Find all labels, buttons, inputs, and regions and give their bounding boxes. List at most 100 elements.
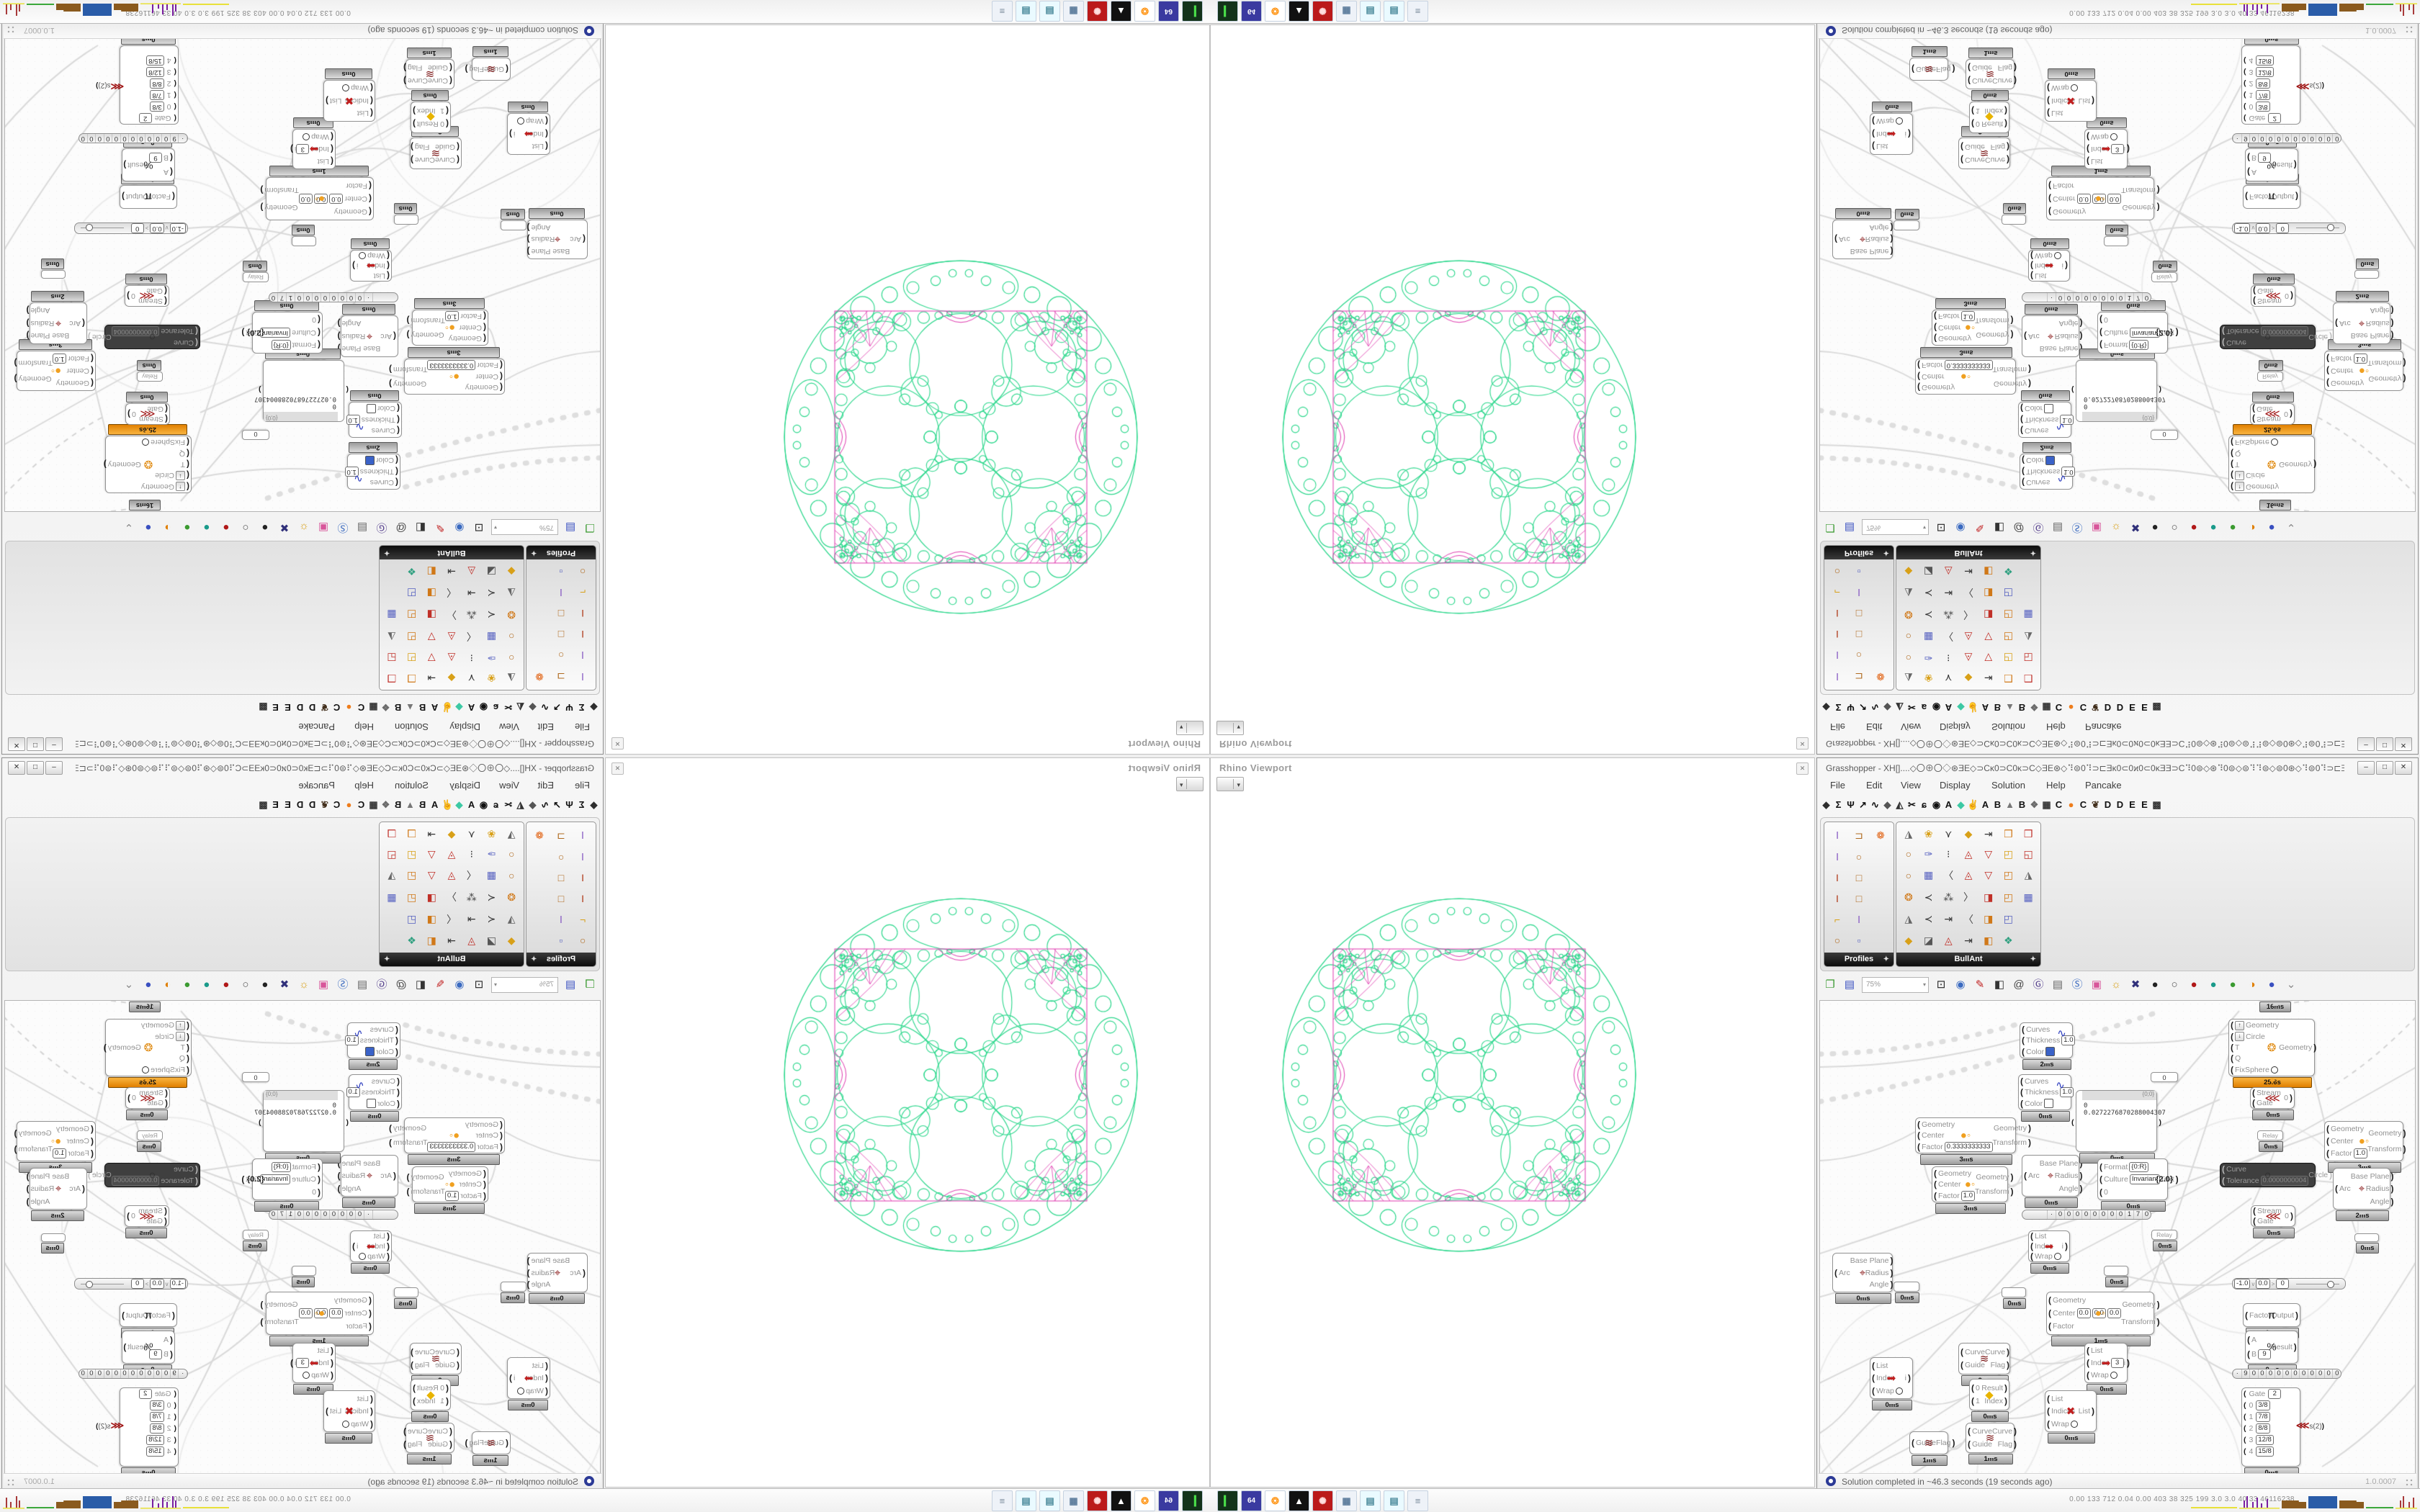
galapagos-icon[interactable]: ✖ xyxy=(279,978,290,991)
tab-icon[interactable]: Ψ xyxy=(1847,799,1855,810)
close-button[interactable]: ✕ xyxy=(8,737,25,751)
palette-component-icon[interactable]: ◨ xyxy=(426,891,436,903)
palette-component-icon[interactable] xyxy=(529,645,550,666)
palette-component-icon[interactable]: ⊐ xyxy=(557,829,565,841)
palette-component-icon[interactable]: □ xyxy=(1855,608,1863,620)
tab-icon[interactable]: ◆ xyxy=(590,702,598,713)
tab-icon[interactable]: ◆ xyxy=(529,702,537,713)
notepad2-icon[interactable]: ▤ xyxy=(1384,1490,1404,1511)
node-canvas[interactable]: CurvesThickness1.0Color∿2msCurvesThickne… xyxy=(4,35,601,512)
system-device-icon[interactable]: ▎ xyxy=(1182,1,1203,22)
palette-component-icon[interactable]: ○ xyxy=(1905,848,1912,860)
palette-component-icon[interactable]: 〉 xyxy=(447,608,457,621)
tab-icon[interactable]: ɕ xyxy=(1921,702,1927,713)
preview-eye-icon[interactable]: ◉ xyxy=(1955,521,1966,534)
palette-component-icon[interactable]: ◱ xyxy=(387,847,397,860)
palette-component-icon[interactable]: ❒ xyxy=(407,828,416,840)
ball-blue-icon[interactable]: ● xyxy=(145,978,152,991)
palette-component-icon[interactable]: ≺ xyxy=(487,891,496,903)
palette-component-icon[interactable]: ◰ xyxy=(2003,631,2014,643)
palette-component-icon[interactable]: ◰ xyxy=(2003,587,2014,599)
tab-icon[interactable]: D xyxy=(2116,702,2124,713)
palette-component-icon[interactable]: ❀ xyxy=(1924,828,1933,840)
ball-blue-icon[interactable]: ● xyxy=(145,521,152,534)
palette-component-icon[interactable]: ⇥ xyxy=(1944,913,1953,925)
tab-icon[interactable]: ◆ xyxy=(590,799,598,810)
palette-component-icon[interactable]: ○ xyxy=(508,631,515,643)
notepad2-icon[interactable]: ▤ xyxy=(1384,1,1404,22)
more-chevron-icon[interactable]: ⌄ xyxy=(2286,978,2296,991)
palette-component-icon[interactable]: 〈 xyxy=(1943,631,1954,643)
search-icon[interactable]: Ⓢ xyxy=(337,978,349,991)
resize-grip[interactable] xyxy=(2405,1478,2414,1487)
search-icon[interactable]: Ⓢ xyxy=(2071,521,2083,534)
palette-component-icon[interactable]: ◮ xyxy=(2024,631,2033,643)
palette-group-label[interactable]: BullAnt ✦ xyxy=(1896,546,2040,559)
palette-component-icon[interactable]: ○ xyxy=(579,934,586,946)
firefox-icon[interactable]: ❂ xyxy=(1134,1,1155,22)
rhino-viewport-canvas[interactable] xyxy=(606,25,1209,754)
palette-component-icon[interactable] xyxy=(1870,603,1891,624)
tab-icon[interactable]: Σ xyxy=(1835,799,1842,810)
palette-component-icon[interactable]: ○ xyxy=(1905,631,1912,643)
palette-component-icon[interactable]: ◆ xyxy=(507,566,516,578)
palette-component-icon[interactable]: ❂ xyxy=(507,609,516,621)
palette-group-label[interactable]: BullAnt ✦ xyxy=(380,546,524,559)
viewport-close-button[interactable]: ✕ xyxy=(611,762,624,775)
menu-item-edit[interactable]: Edit xyxy=(537,721,554,732)
palette-more-icon[interactable]: ✦ xyxy=(1883,549,1889,557)
palette-component-icon[interactable]: ▦ xyxy=(2023,609,2033,621)
palette-component-icon[interactable] xyxy=(2018,930,2038,950)
palette-component-icon[interactable]: ⇥ xyxy=(427,828,436,840)
tab-icon[interactable]: ∿ xyxy=(1871,799,1879,810)
palette-component-icon[interactable]: ◮ xyxy=(1904,587,1913,599)
tab-icon[interactable]: ▩ xyxy=(259,799,268,810)
open-file-icon[interactable]: ❐ xyxy=(1825,521,1835,534)
tab-icon[interactable]: ❖ xyxy=(381,799,390,810)
palette-component-icon[interactable]: ◰ xyxy=(2003,609,2014,621)
palette-component-icon[interactable]: Ɩ xyxy=(1836,850,1839,863)
preview-eye-icon[interactable]: ◉ xyxy=(454,978,465,991)
palette-component-icon[interactable]: ▦ xyxy=(1923,869,1934,881)
palette-component-icon[interactable]: ◰ xyxy=(406,891,417,903)
palette-component-icon[interactable]: ▽ xyxy=(1984,847,1993,860)
package-icon[interactable]: ▣ xyxy=(2091,521,2102,534)
palette-component-icon[interactable] xyxy=(382,582,402,604)
tab-icon[interactable]: ◉ xyxy=(479,799,488,810)
ball-orange-icon[interactable]: ◑ xyxy=(2249,978,2256,991)
tab-icon[interactable]: E xyxy=(2129,799,2136,810)
zoom-extents-icon[interactable]: ⊡ xyxy=(474,521,484,534)
notepad-icon[interactable]: ▤ xyxy=(1360,1490,1381,1511)
tab-icon[interactable]: A xyxy=(1945,799,1953,810)
system-device-icon[interactable]: ▎ xyxy=(1217,1,1238,22)
galapagos-icon[interactable]: ✖ xyxy=(2130,978,2141,991)
tab-icon[interactable]: ◆ xyxy=(1883,702,1891,713)
notepad-icon[interactable]: ▤ xyxy=(1039,1490,1060,1511)
remote-at-icon[interactable]: @ xyxy=(2013,978,2025,991)
remote-at-icon[interactable]: @ xyxy=(395,978,407,991)
palette-component-icon[interactable]: ◮ xyxy=(507,913,516,925)
remote-at-icon[interactable]: @ xyxy=(395,521,407,534)
tab-icon[interactable]: ● xyxy=(346,799,352,810)
palette-component-icon[interactable] xyxy=(1870,645,1891,666)
palette-component-icon[interactable]: ✑ xyxy=(487,847,496,860)
palette-component-icon[interactable] xyxy=(1870,888,1891,909)
palette-component-icon[interactable]: ○ xyxy=(1855,850,1863,863)
palette-component-icon[interactable]: ❁ xyxy=(535,829,544,841)
palette-component-icon[interactable]: ⋎ xyxy=(1945,828,1953,840)
floppy64-icon[interactable]: 64 xyxy=(1241,1490,1262,1511)
tab-icon[interactable]: ▲ xyxy=(2005,702,2015,713)
viewport-dropdown-button[interactable]: ▾ xyxy=(1216,777,1244,791)
palette-component-icon[interactable] xyxy=(529,624,550,645)
tab-icon[interactable]: E xyxy=(284,702,291,713)
palette-component-icon[interactable] xyxy=(1870,846,1891,867)
close-button[interactable]: ✕ xyxy=(2395,737,2412,751)
menu-item-display[interactable]: Display xyxy=(449,721,480,732)
palette-component-icon[interactable]: ◬ xyxy=(467,934,476,946)
notes-icon[interactable]: ▤ xyxy=(2052,521,2063,534)
palette-component-icon[interactable]: ⇥ xyxy=(467,913,476,925)
tab-icon[interactable]: B xyxy=(2018,702,2026,713)
more-chevron-icon[interactable]: ⌄ xyxy=(124,978,134,991)
menu-item-file[interactable]: File xyxy=(575,780,590,791)
tab-icon[interactable]: ✌ xyxy=(441,799,453,810)
